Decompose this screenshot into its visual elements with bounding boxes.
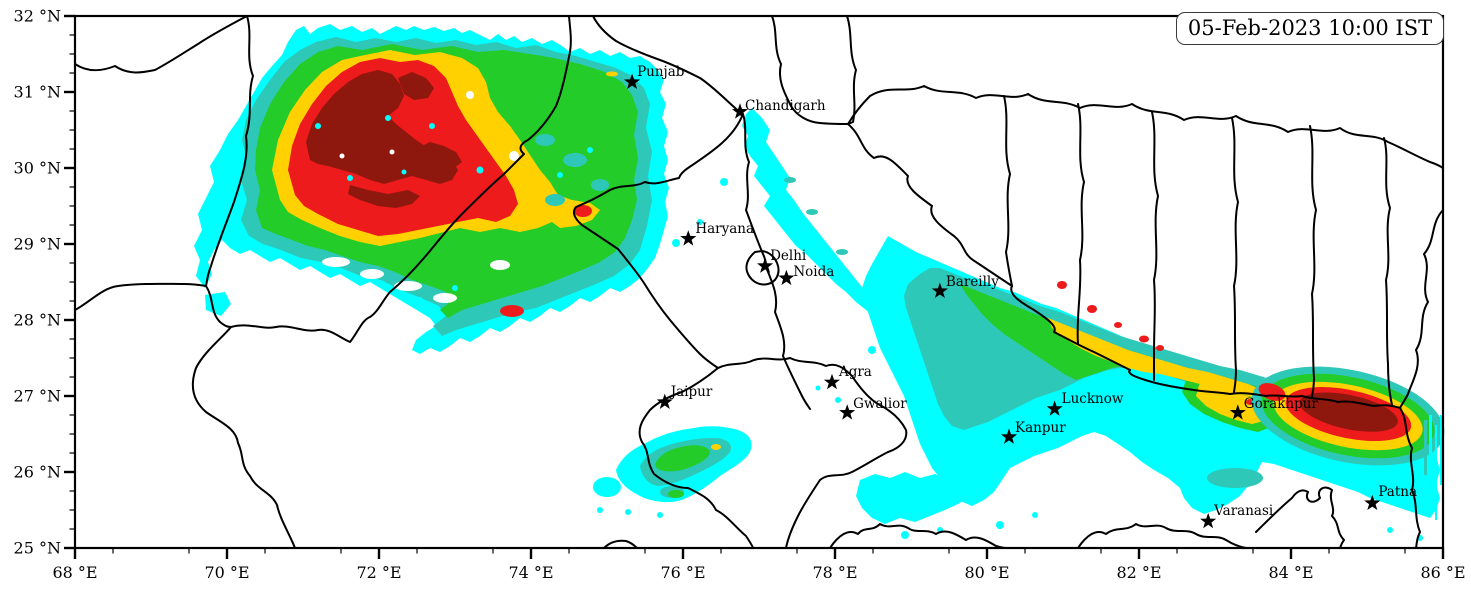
fog-red-spot-2 xyxy=(500,305,524,317)
city-star-jaipur xyxy=(656,393,673,409)
y-tick-label: 26 °N xyxy=(13,462,61,482)
boundary-bottom-crown-2 xyxy=(1077,523,1247,549)
city-star-delhi xyxy=(757,257,774,273)
boundary-punjab-haryana xyxy=(573,113,744,369)
fog-east-blob xyxy=(1251,366,1445,466)
fog-edge-streaks xyxy=(1424,415,1442,520)
axis-ticks xyxy=(64,14,1445,559)
city-label-chandigarh: Chandigarh xyxy=(745,97,826,114)
fog-field-layer xyxy=(194,24,1445,541)
boundary-east-right xyxy=(1399,209,1444,409)
fog-nw-speckles xyxy=(315,71,618,303)
x-tick-label: 82 °E xyxy=(1116,563,1162,582)
boundary-uttarakhand xyxy=(846,15,857,125)
boundary-bottom-notch xyxy=(603,539,638,549)
city-label-varanasi: Varanasi xyxy=(1214,503,1274,520)
y-tick-label: 31 °N xyxy=(13,82,61,102)
boundary-lines-layer xyxy=(74,15,1444,549)
x-tick-label: 78 °E xyxy=(812,563,858,582)
boundary-bihar-descent xyxy=(1399,407,1421,549)
boundary-nepal-north-arc xyxy=(847,85,1444,169)
fog-nw-cyan-border-patch xyxy=(205,292,231,316)
fog-nw-darkred-east xyxy=(418,142,462,168)
fog-varanasi-teal xyxy=(1207,468,1263,488)
fog-nw-darkred-arm xyxy=(348,185,420,208)
city-label-bareilly: Bareilly xyxy=(945,274,999,291)
city-label-jaipur: Jaipur xyxy=(670,384,713,401)
x-tick-label: 68 °E xyxy=(52,563,98,582)
boundary-mp-loop-left xyxy=(638,367,754,549)
city-star-noida xyxy=(778,269,795,286)
fog-ribbon-cyan xyxy=(742,108,912,336)
y-tick-label: 27 °N xyxy=(13,386,61,406)
boundary-sindh-s-curve xyxy=(191,285,296,549)
boundary-province-2 xyxy=(1076,103,1085,345)
city-label-gwalior: Gwalior xyxy=(853,395,907,412)
x-tick-label: 74 °E xyxy=(508,563,554,582)
boundary-bottom-crown-1 xyxy=(829,523,1007,549)
boundary-province-3 xyxy=(1151,111,1159,381)
timestamp-label: 05-Feb-2023 10:00 IST xyxy=(1187,16,1433,40)
fog-nw-darkred-top xyxy=(398,72,434,100)
city-markers xyxy=(624,73,1381,529)
city-label-haryana: Haryana xyxy=(695,220,755,237)
x-tick-label: 70 °E xyxy=(204,563,250,582)
city-star-lucknow xyxy=(1046,400,1063,416)
city-star-agra xyxy=(823,373,840,390)
boundary-left-horizontal xyxy=(74,282,207,311)
city-label-lucknow: Lucknow xyxy=(1061,390,1124,407)
x-tick-label: 72 °E xyxy=(356,563,402,582)
boundary-varanasi-curve xyxy=(1255,486,1345,549)
fog-band-red-flecks xyxy=(1057,281,1254,405)
city-label-punjab: Punjab xyxy=(637,64,685,81)
city-star-gorakhpur xyxy=(1229,404,1246,420)
city-star-varanasi xyxy=(1200,512,1217,529)
fog-red-spot-1 xyxy=(442,201,464,215)
boundary-hp-north xyxy=(771,15,849,125)
timestamp-box: 05-Feb-2023 10:00 IST xyxy=(1176,12,1444,45)
y-tick-label: 32 °N xyxy=(13,6,61,26)
boundary-mp-loop-right xyxy=(717,357,908,549)
fog-south-cyan-patch xyxy=(856,472,975,524)
boundary-delhi-ring xyxy=(745,250,780,286)
boundary-province-4 xyxy=(1231,117,1239,393)
y-tick-label: 30 °N xyxy=(13,158,61,178)
city-star-patna xyxy=(1364,494,1381,510)
y-tick-label: 25 °N xyxy=(13,538,61,558)
boundary-pak-lower-diagonal xyxy=(230,15,572,343)
boundary-topleft xyxy=(74,15,248,74)
boundary-pak-upper xyxy=(205,15,254,287)
city-label-noida: Noida xyxy=(793,264,835,281)
boundary-province-6 xyxy=(1383,137,1393,406)
boundary-province-5 xyxy=(1309,125,1317,398)
city-label-patna: Patna xyxy=(1378,484,1418,501)
city-label-gorakhpur: Gorakhpur xyxy=(1243,395,1318,412)
city-label-agra: Agra xyxy=(838,364,872,381)
city-star-punjab xyxy=(624,73,641,89)
city-star-kanpur xyxy=(1001,428,1018,444)
x-tick-label: 86 °E xyxy=(1420,563,1466,582)
city-star-bareilly xyxy=(931,282,948,298)
plot-border xyxy=(73,14,1445,550)
city-star-haryana xyxy=(680,230,697,246)
y-tick-label: 28 °N xyxy=(13,310,61,330)
fog-gwalior-patch xyxy=(593,426,752,518)
city-label-kanpur: Kanpur xyxy=(1015,420,1066,437)
city-star-gwalior xyxy=(839,404,856,420)
boundary-province-1 xyxy=(1003,95,1013,287)
city-label-delhi: Delhi xyxy=(770,248,807,265)
y-tick-label: 29 °N xyxy=(13,234,61,254)
boundary-hp-chandigarh xyxy=(592,15,744,115)
city-star-chandigarh xyxy=(731,103,749,119)
fog-east-gold xyxy=(1048,318,1262,398)
x-tick-label: 80 °E xyxy=(964,563,1010,582)
fog-red-spot-3 xyxy=(574,205,592,217)
x-tick-label: 84 °E xyxy=(1268,563,1314,582)
x-tick-label: 76 °E xyxy=(660,563,706,582)
boundary-nepal-south xyxy=(847,123,1401,409)
